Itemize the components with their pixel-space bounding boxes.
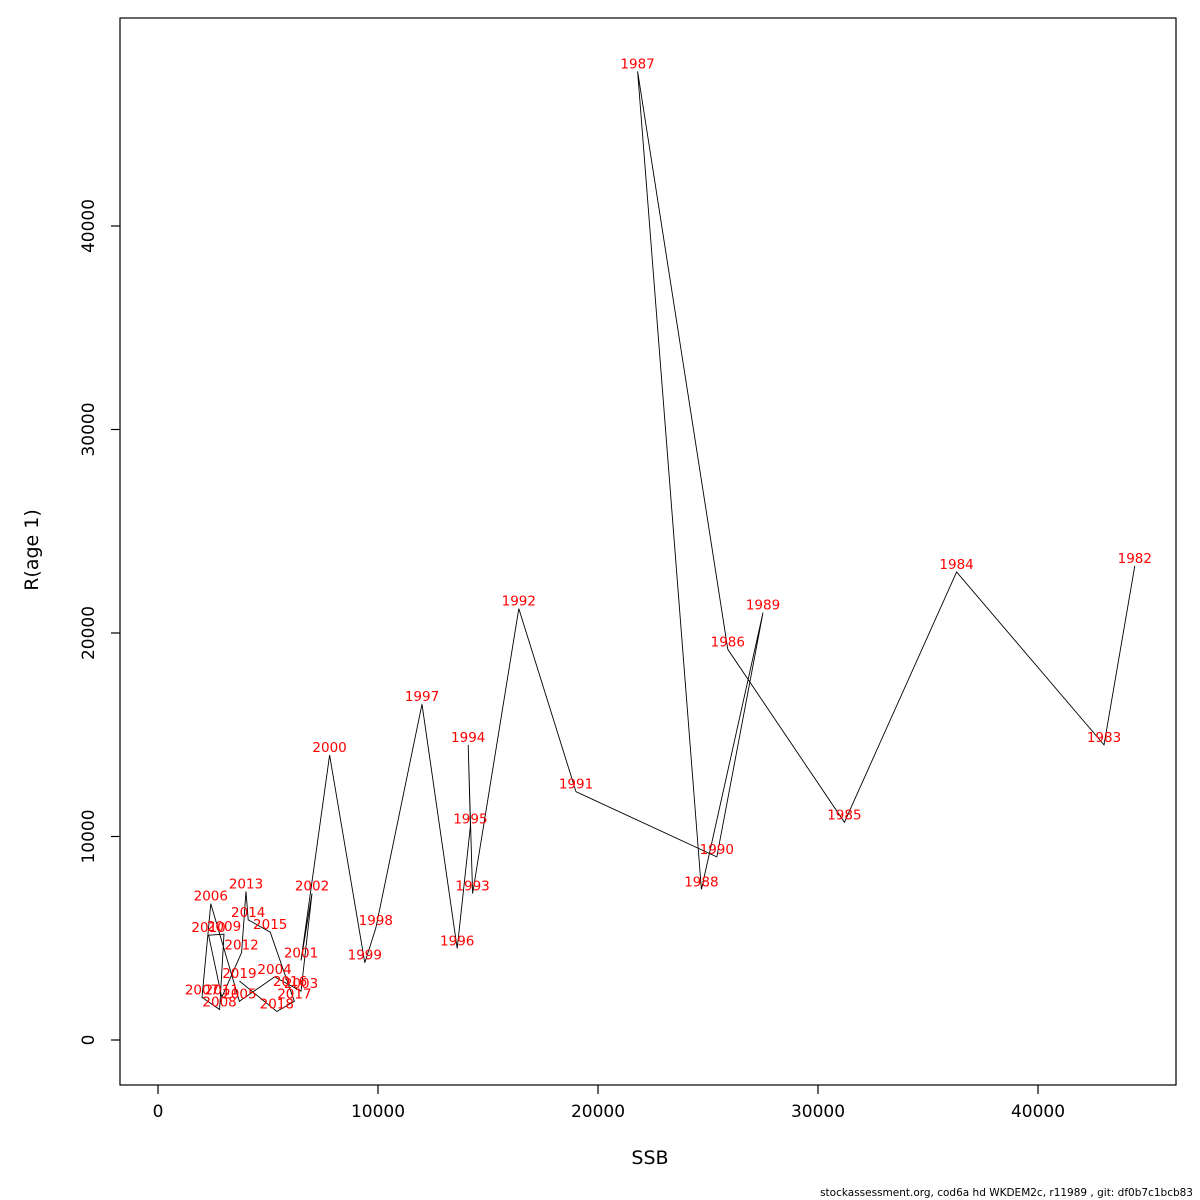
data-point-label: 1997 (405, 689, 439, 705)
data-point-label: 1993 (455, 878, 489, 894)
data-point-label: 2005 (222, 986, 256, 1002)
plot-border (119, 17, 1177, 1086)
data-point-label: 1991 (559, 777, 593, 793)
data-point-label: 2018 (260, 997, 294, 1013)
x-tick-label: 30000 (791, 1102, 845, 1122)
data-point-label: 2006 (194, 889, 228, 905)
data-point-label: 2012 (224, 937, 258, 953)
data-point-label: 1990 (700, 842, 734, 858)
y-tick-label: 40000 (79, 199, 99, 253)
data-point-label: 1995 (453, 811, 487, 827)
data-point-label: 1999 (348, 948, 382, 964)
x-tick-label: 10000 (351, 1102, 405, 1122)
data-point-label: 2001 (284, 946, 318, 962)
data-point-label: 1996 (440, 933, 474, 949)
y-tick-label: 10000 (79, 809, 99, 863)
data-point-label: 2015 (253, 917, 287, 933)
data-point-label: 2000 (312, 740, 346, 756)
data-point-label: 2016 (273, 974, 307, 990)
x-tick-label: 40000 (1011, 1102, 1065, 1122)
y-tick-label: 30000 (79, 402, 99, 456)
data-point-label: 2017 (277, 986, 311, 1002)
data-point-label: 1998 (359, 913, 393, 929)
x-tick-label: 20000 (571, 1102, 625, 1122)
data-point-label: 2019 (222, 966, 256, 982)
data-point-label: 2009 (207, 919, 241, 935)
x-tick-label: 0 (153, 1102, 164, 1122)
year-point-labels: 1982 1983 1984 1985 1986 1987 1988 1989 1990 1991… (185, 56, 1152, 1012)
data-point-label: 1992 (502, 594, 536, 610)
data-point-label: 1986 (711, 634, 745, 650)
connecting-lines (201, 71, 1136, 1013)
x-axis-label: SSB (631, 1147, 668, 1169)
data-point-label: 2013 (229, 876, 263, 892)
data-point-label: 2014 (231, 905, 265, 921)
data-point-label: 1982 (1118, 551, 1152, 567)
y-axis-label: R(age 1) (21, 509, 43, 591)
year-path-line (201, 71, 1136, 1013)
axis-ticks: 0 10000 20000 30000 40000 0 10000 20000 30000 400… (79, 199, 1065, 1122)
data-point-label: 2010 (191, 920, 225, 936)
footer-citation: stockassessment.org, cod6a hd WKDEM2c, r… (820, 1187, 1193, 1199)
data-point-label: 2002 (295, 878, 329, 894)
data-point-label: 2007 (185, 982, 219, 998)
data-point-label: 1989 (746, 598, 780, 614)
data-point-label: 1983 (1087, 730, 1121, 746)
y-tick-label: 20000 (79, 606, 99, 660)
y-tick-label: 0 (79, 1035, 99, 1046)
data-point-label: 1985 (827, 807, 861, 823)
data-point-label: 1988 (684, 874, 718, 890)
data-point-label: 1987 (620, 56, 654, 72)
data-point-label: 2008 (202, 994, 236, 1010)
data-point-label: 2004 (257, 962, 291, 978)
data-point-label: 2003 (284, 976, 318, 992)
data-point-label: 1984 (939, 557, 973, 573)
data-point-label: 2011 (205, 982, 239, 998)
data-point-label: 1994 (451, 730, 485, 746)
